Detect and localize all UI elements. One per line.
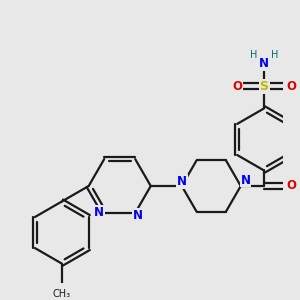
Text: CH₃: CH₃ [53, 289, 71, 299]
Text: N: N [94, 206, 104, 219]
Text: N: N [241, 173, 250, 187]
Text: O: O [286, 80, 296, 93]
Text: O: O [287, 179, 297, 193]
Text: N: N [133, 209, 142, 222]
Text: N: N [177, 175, 187, 188]
Text: H: H [250, 50, 257, 60]
Text: H: H [271, 50, 278, 60]
Text: O: O [232, 80, 242, 93]
Text: S: S [260, 80, 268, 93]
Text: N: N [259, 57, 269, 70]
